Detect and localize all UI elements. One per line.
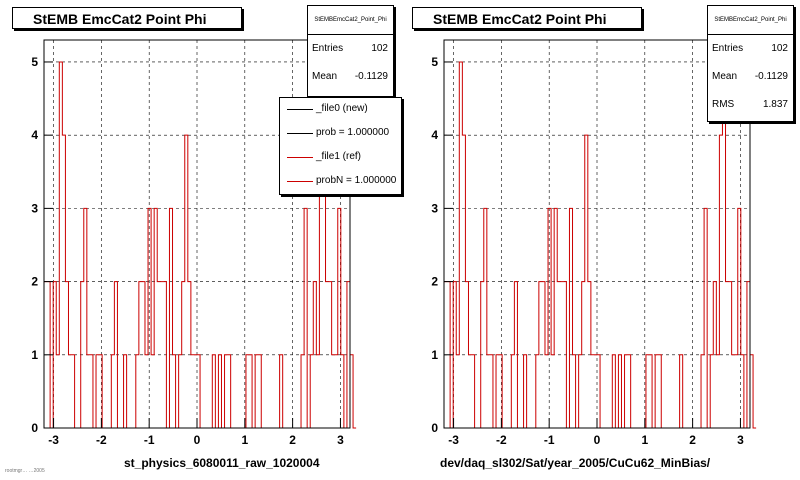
- legend-swatch: [287, 133, 313, 134]
- x-tick-label: -3: [48, 433, 59, 447]
- left-x-title: st_physics_6080011_raw_1020004: [124, 456, 320, 470]
- y-tick-label: 4: [31, 128, 38, 142]
- y-tick-label: 0: [431, 421, 438, 435]
- y-tick-label: 1: [431, 348, 438, 362]
- x-tick-label: 1: [241, 433, 248, 447]
- right-stats-rms: RMS 1.837: [708, 91, 793, 119]
- right-x-title: dev/daq_sl302/Sat/year_2005/CuCu62_MinBi…: [440, 456, 711, 470]
- legend-entry-probn: probN = 1.000000: [280, 170, 401, 194]
- x-tick-label: 0: [194, 433, 201, 447]
- right-mean-label: Mean: [712, 71, 738, 82]
- legend-label: _file1 (ref): [316, 151, 362, 162]
- right-stats-name: StEMBEmcCat2_Point_Phi: [708, 6, 793, 35]
- right-histogram: -3 -2 -1 0 1 2 3 0 1 2 3 4 5: [431, 39, 757, 447]
- x-tick-label: -3: [448, 433, 459, 447]
- x-tick-label: -1: [144, 433, 155, 447]
- right-stats-entries: Entries 102: [708, 35, 793, 63]
- right-mean-value: -0.1129: [754, 71, 788, 82]
- right-rms-value: 1.837: [762, 99, 788, 110]
- histogram-line: [443, 61, 757, 429]
- legend-entry-file0: _file0 (new): [280, 98, 401, 122]
- y-tick-label: 2: [431, 275, 438, 289]
- legend-swatch: [287, 181, 313, 182]
- y-tick-label: 4: [431, 128, 438, 142]
- y-tick-label: 2: [31, 275, 38, 289]
- left-pad: -3 -2 -1 0 1 2 3 0 1 2 3 4 5 StEMB EmcCat2 Point Phi…: [5, 5, 402, 474]
- legend-label: probN = 1.000000: [316, 175, 397, 186]
- left-mean-label: Mean: [312, 71, 338, 82]
- histogram-line: [43, 61, 357, 429]
- left-mean-value: -0.1129: [354, 71, 388, 82]
- right-pad: -3 -2 -1 0 1 2 3 0 1 2 3 4 5 StEMB EmcCat2 Point Phi…: [400, 0, 800, 480]
- y-tick-label: 5: [431, 55, 438, 69]
- x-tick-label: 2: [289, 433, 296, 447]
- left-entries-label: Entries: [312, 43, 344, 54]
- right-stats-mean: Mean -0.1129: [708, 63, 793, 91]
- footer-note: rootmgr… …2005: [5, 468, 45, 474]
- left-stats-entries: Entries 102: [308, 35, 393, 63]
- legend-entry-file1: _file1 (ref): [280, 146, 401, 170]
- left-stats-box: StEMBEmcCat2_Point_Phi Entries 102 Mean …: [307, 5, 394, 97]
- x-tick-label: -1: [544, 433, 555, 447]
- x-tick-label: 2: [689, 433, 696, 447]
- y-tick-label: 3: [31, 201, 38, 215]
- legend-label: prob = 1.000000: [316, 127, 390, 138]
- right-title: StEMB EmcCat2 Point Phi: [412, 7, 642, 29]
- y-tick-label: 3: [431, 201, 438, 215]
- x-tick-label: 3: [337, 433, 344, 447]
- x-tick-label: 0: [594, 433, 601, 447]
- legend-label: _file0 (new): [316, 103, 368, 114]
- left-entries-value: 102: [371, 43, 388, 54]
- y-tick-label: 1: [31, 348, 38, 362]
- right-entries-value: 102: [771, 43, 788, 54]
- legend-swatch: [287, 109, 313, 110]
- x-tick-label: -2: [96, 433, 107, 447]
- right-stats-box: StEMBEmcCat2_Point_Phi Entries 102 Mean …: [707, 5, 794, 122]
- x-tick-label: 1: [641, 433, 648, 447]
- left-stats-name: StEMBEmcCat2_Point_Phi: [308, 6, 393, 35]
- legend-entry-prob: prob = 1.000000: [280, 122, 401, 146]
- right-rms-label: RMS: [712, 99, 735, 110]
- legend-swatch: [287, 157, 313, 158]
- left-stats-mean: Mean -0.1129: [308, 63, 393, 91]
- x-tick-label: -2: [496, 433, 507, 447]
- left-legend: _file0 (new) prob = 1.000000 _file1 (ref…: [279, 97, 402, 195]
- y-tick-label: 5: [31, 55, 38, 69]
- y-tick-label: 0: [31, 421, 38, 435]
- x-tick-label: 3: [737, 433, 744, 447]
- right-entries-label: Entries: [712, 43, 744, 54]
- left-title: StEMB EmcCat2 Point Phi: [12, 7, 242, 29]
- left-histogram: -3 -2 -1 0 1 2 3 0 1 2 3 4 5: [31, 39, 357, 447]
